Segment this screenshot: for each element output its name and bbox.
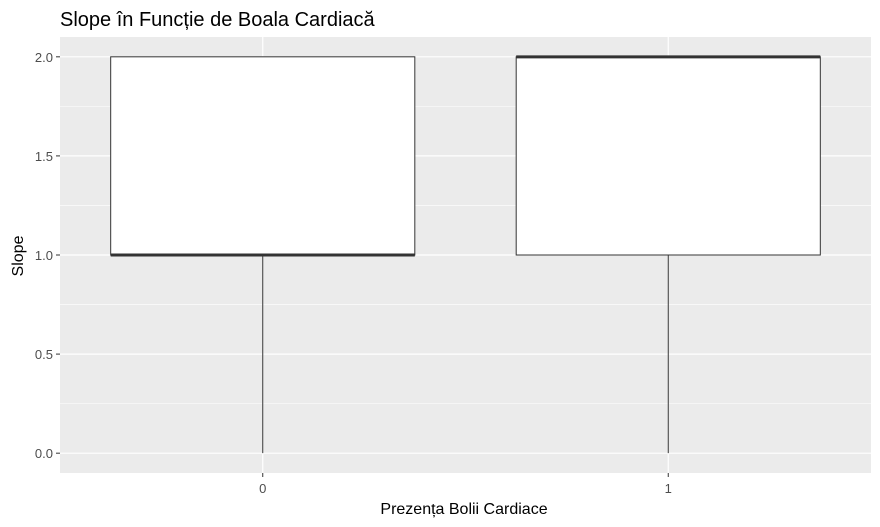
box-0 (110, 56, 416, 454)
x-tick-label: 1 (665, 481, 672, 496)
y-axis: 0.0 0.5 1.0 1.5 2.0 (35, 50, 60, 461)
x-tick-label: 0 (259, 481, 266, 496)
y-tick-label: 1.0 (35, 248, 53, 263)
x-axis-label: Prezența Bolii Cardiace (380, 501, 547, 518)
chart-title: Slope în Funcție de Boala Cardiacă (60, 9, 376, 31)
y-tick-label: 0.5 (35, 347, 53, 362)
y-tick-label: 0.0 (35, 446, 53, 461)
y-tick-label: 2.0 (35, 50, 53, 65)
box-iqr (110, 56, 416, 256)
box-1 (515, 55, 821, 454)
y-tick-label: 1.5 (35, 149, 53, 164)
box-iqr (515, 56, 821, 256)
y-axis-label: Slope (10, 235, 27, 276)
boxes-layer (110, 55, 821, 454)
